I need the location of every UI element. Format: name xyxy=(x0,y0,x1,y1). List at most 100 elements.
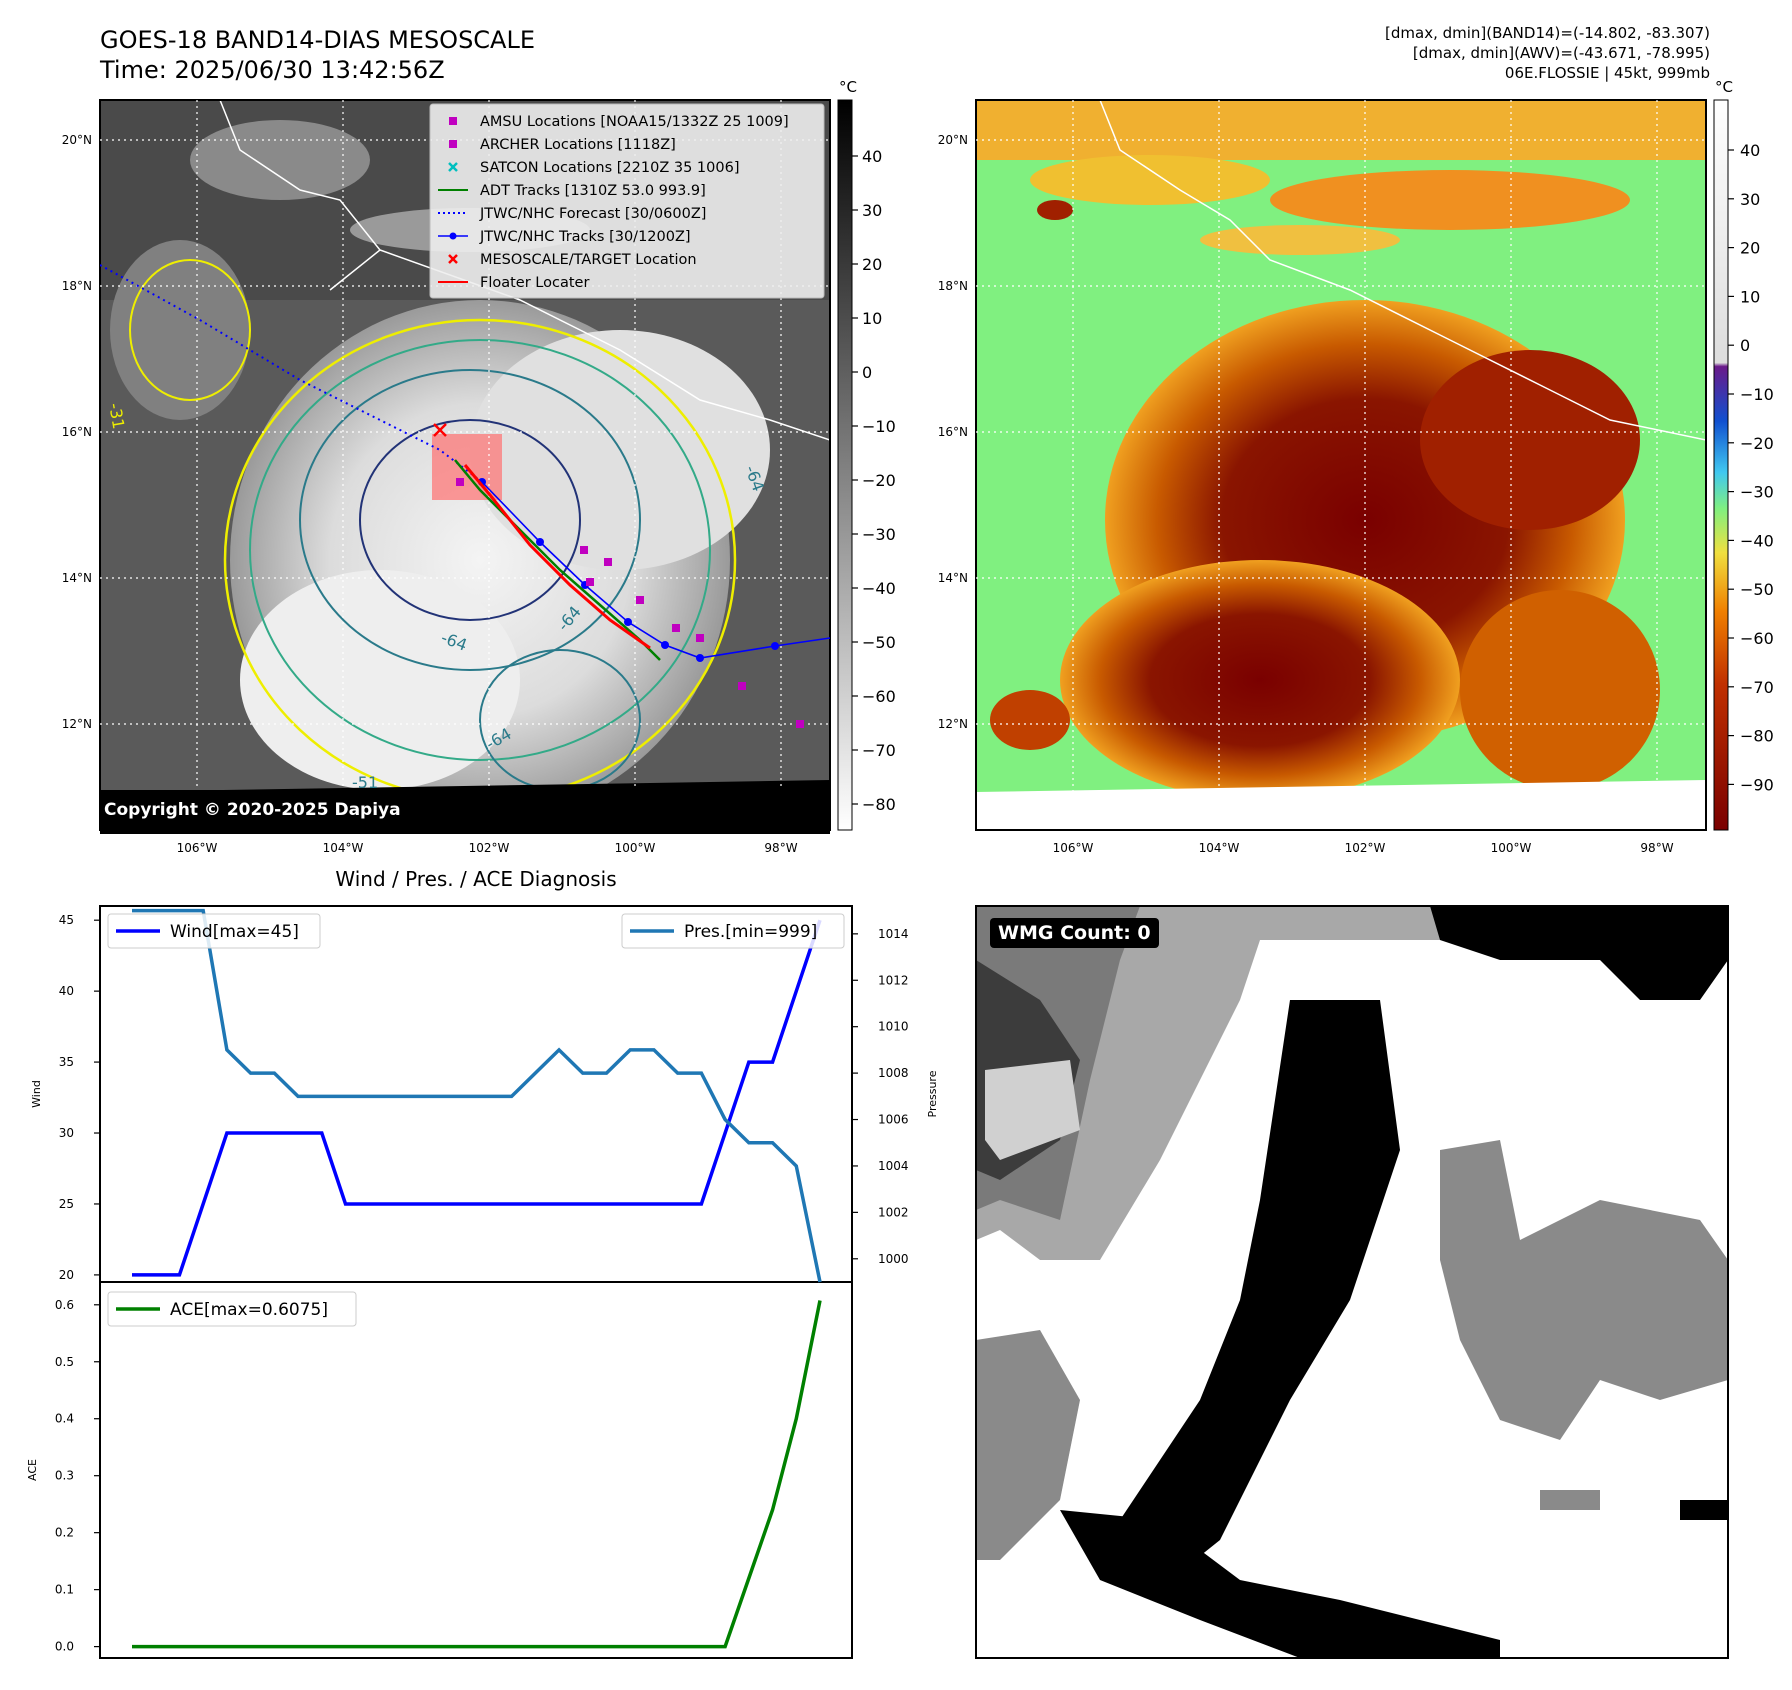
pressure-axis-label: Pressure xyxy=(926,1070,939,1117)
band14-range: [dmax, dmin](BAND14)=(-14.802, -83.307) xyxy=(1385,24,1710,42)
awv-colorbar-tick-label: 0 xyxy=(1740,336,1750,355)
ir-lon-label: 106°W xyxy=(177,841,218,855)
awv-lon-label: 102°W xyxy=(1345,841,1386,855)
awv-range: [dmax, dmin](AWV)=(-43.671, -78.995) xyxy=(1412,44,1710,62)
pressure-tick-label: 1006 xyxy=(878,1113,909,1127)
pressure-tick-label: 1014 xyxy=(878,927,909,941)
ir-lon-label: 98°W xyxy=(764,841,797,855)
map-legend: AMSU Locations [NOAA15/1332Z 25 1009] AR… xyxy=(429,103,825,299)
ace-axis-label: ACE xyxy=(26,1459,39,1481)
legend-target: MESOSCALE/TARGET Location xyxy=(480,252,697,268)
ir-colorbar-tick-label: −20 xyxy=(862,471,896,490)
ir-colorbar-tick-label: −30 xyxy=(862,525,896,544)
ir-colorbar-tick-label: 0 xyxy=(862,363,872,382)
ace-legend-label: ACE[max=0.6075] xyxy=(170,1300,328,1320)
pressure-legend: Pres.[min=999] xyxy=(621,913,845,949)
floater-line xyxy=(463,464,651,650)
awv-colorbar-tick-label: 10 xyxy=(1740,287,1760,306)
ir-lat-label: 16°N xyxy=(62,425,92,439)
contour-label-1: -31 xyxy=(105,401,128,430)
ir-colorbar-tick-label: 10 xyxy=(862,309,882,328)
ir-colorbar xyxy=(837,99,853,831)
awv-colorbar-tick-label: −20 xyxy=(1740,434,1774,453)
legend-floater: Floater Locater xyxy=(480,275,589,291)
awv-lat-label: 18°N xyxy=(938,279,968,293)
awv-colorbar-tick-label: 20 xyxy=(1740,239,1760,258)
ace-legend: ACE[max=0.6075] xyxy=(107,1291,357,1327)
ace-tick-label: 0.0 xyxy=(55,1640,74,1654)
target-marker xyxy=(433,423,447,437)
ir-lat-label: 18°N xyxy=(62,279,92,293)
awv-colorbar-ticks: 40 30 20 10 0 −10 −20 −30 −40 −50 −60 −70 −80 −90 xyxy=(1728,141,1774,794)
ace-tick-label: 0.2 xyxy=(55,1526,74,1540)
awv-lon-label: 98°W xyxy=(1640,841,1673,855)
pressure-tick-label: 1004 xyxy=(878,1159,909,1173)
awv-lon-label: 106°W xyxy=(1053,841,1094,855)
awv-lon-label: 104°W xyxy=(1199,841,1240,855)
ace-tick-label: 0.6 xyxy=(55,1298,74,1312)
ir-colorbar-tick-label: −60 xyxy=(862,687,896,706)
ir-colorbar-ticks: 40 30 20 10 0 −10 −20 −30 −40 −50 −60 −70 −80 xyxy=(852,147,896,814)
awv-lat-labels: 20°N 18°N 16°N 14°N 12°N xyxy=(938,133,968,731)
copyright-label: Copyright © 2020-2025 Dapiya xyxy=(100,790,830,834)
awv-lat-label: 20°N xyxy=(938,133,968,147)
ir-lon-labels: 106°W 104°W 102°W 100°W 98°W xyxy=(177,841,798,855)
ir-colorbar-unit: °C xyxy=(839,78,857,96)
best-track-line xyxy=(481,481,830,659)
awv-gridlines xyxy=(976,100,1706,830)
legend-adt: ADT Tracks [1310Z 53.0 993.9] xyxy=(480,183,706,199)
ace-tick-label: 0.5 xyxy=(55,1355,74,1369)
awv-colorbar-tick-label: 40 xyxy=(1740,141,1760,160)
legend-satcon-marker xyxy=(448,162,458,172)
wmg-count-label: WMG Count: 0 xyxy=(990,918,1159,948)
legend-forecast: JTWC/NHC Forecast [30/0600Z] xyxy=(479,206,706,222)
pressure-tick-label: 1008 xyxy=(878,1066,909,1080)
wind-tick-label: 40 xyxy=(59,984,74,998)
forecast-track-line xyxy=(100,264,483,483)
ir-colorbar-tick-label: −80 xyxy=(862,795,896,814)
awv-colorbar xyxy=(1713,99,1729,831)
ir-lat-labels: 20°N 18°N 16°N 14°N 12°N xyxy=(62,133,92,731)
wind-tick-label: 35 xyxy=(59,1055,74,1069)
wind-legend-label: Wind[max=45] xyxy=(170,922,299,942)
wind-tick-label: 30 xyxy=(59,1126,74,1140)
ace-series-line xyxy=(132,1300,822,1649)
ir-lon-label: 100°W xyxy=(615,841,656,855)
legend-amsu: AMSU Locations [NOAA15/1332Z 25 1009] xyxy=(480,114,789,130)
ir-colorbar-tick-label: −40 xyxy=(862,579,896,598)
awv-colorbar-tick-label: −80 xyxy=(1740,727,1774,746)
ace-ticks: 0.0 0.1 0.2 0.3 0.4 0.5 0.6 xyxy=(55,1298,100,1654)
ace-tick-label: 0.4 xyxy=(55,1412,74,1426)
figure-title: GOES-18 BAND14-DIAS MESOSCALE xyxy=(100,26,536,54)
ir-tracks xyxy=(100,264,830,728)
storm-info: 06E.FLOSSIE | 45kt, 999mb xyxy=(1504,64,1710,82)
awv-lon-labels: 106°W 104°W 102°W 100°W 98°W xyxy=(1053,841,1674,855)
awv-colorbar-unit: °C xyxy=(1715,78,1733,96)
ir-colorbar-tick-label: −70 xyxy=(862,741,896,760)
wind-pressure-axes xyxy=(99,905,853,1283)
awv-colorbar-tick-label: −70 xyxy=(1740,678,1774,697)
awv-lat-label: 16°N xyxy=(938,425,968,439)
ace-tick-label: 0.3 xyxy=(55,1469,74,1483)
ace-axes xyxy=(99,1281,853,1659)
legend-archer: ARCHER Locations [1118Z] xyxy=(480,137,676,153)
wind-tick-label: 45 xyxy=(59,913,74,927)
awv-lon-label: 100°W xyxy=(1491,841,1532,855)
wmg-image xyxy=(976,906,1728,1658)
wind-legend: Wind[max=45] xyxy=(107,913,321,949)
ir-colorbar-tick-label: −50 xyxy=(862,633,896,652)
ir-colorbar-tick-label: 20 xyxy=(862,255,882,274)
wind-series-line xyxy=(132,919,822,1277)
wind-axis-label: Wind xyxy=(30,1080,43,1108)
wind-ticks: 20 25 30 35 40 45 xyxy=(59,913,100,1282)
amsu-points xyxy=(456,478,804,728)
diagnosis-title: Wind / Pres. / ACE Diagnosis xyxy=(335,867,616,891)
ir-colorbar-tick-label: 40 xyxy=(862,147,882,166)
ir-colorbar-tick-label: −10 xyxy=(862,417,896,436)
legend-archer-marker xyxy=(449,140,457,148)
awv-colorbar-tick-label: −50 xyxy=(1740,580,1774,599)
ir-lon-label: 104°W xyxy=(323,841,364,855)
awv-colorbar-tick-label: −10 xyxy=(1740,385,1774,404)
ir-lat-label: 20°N xyxy=(62,133,92,147)
